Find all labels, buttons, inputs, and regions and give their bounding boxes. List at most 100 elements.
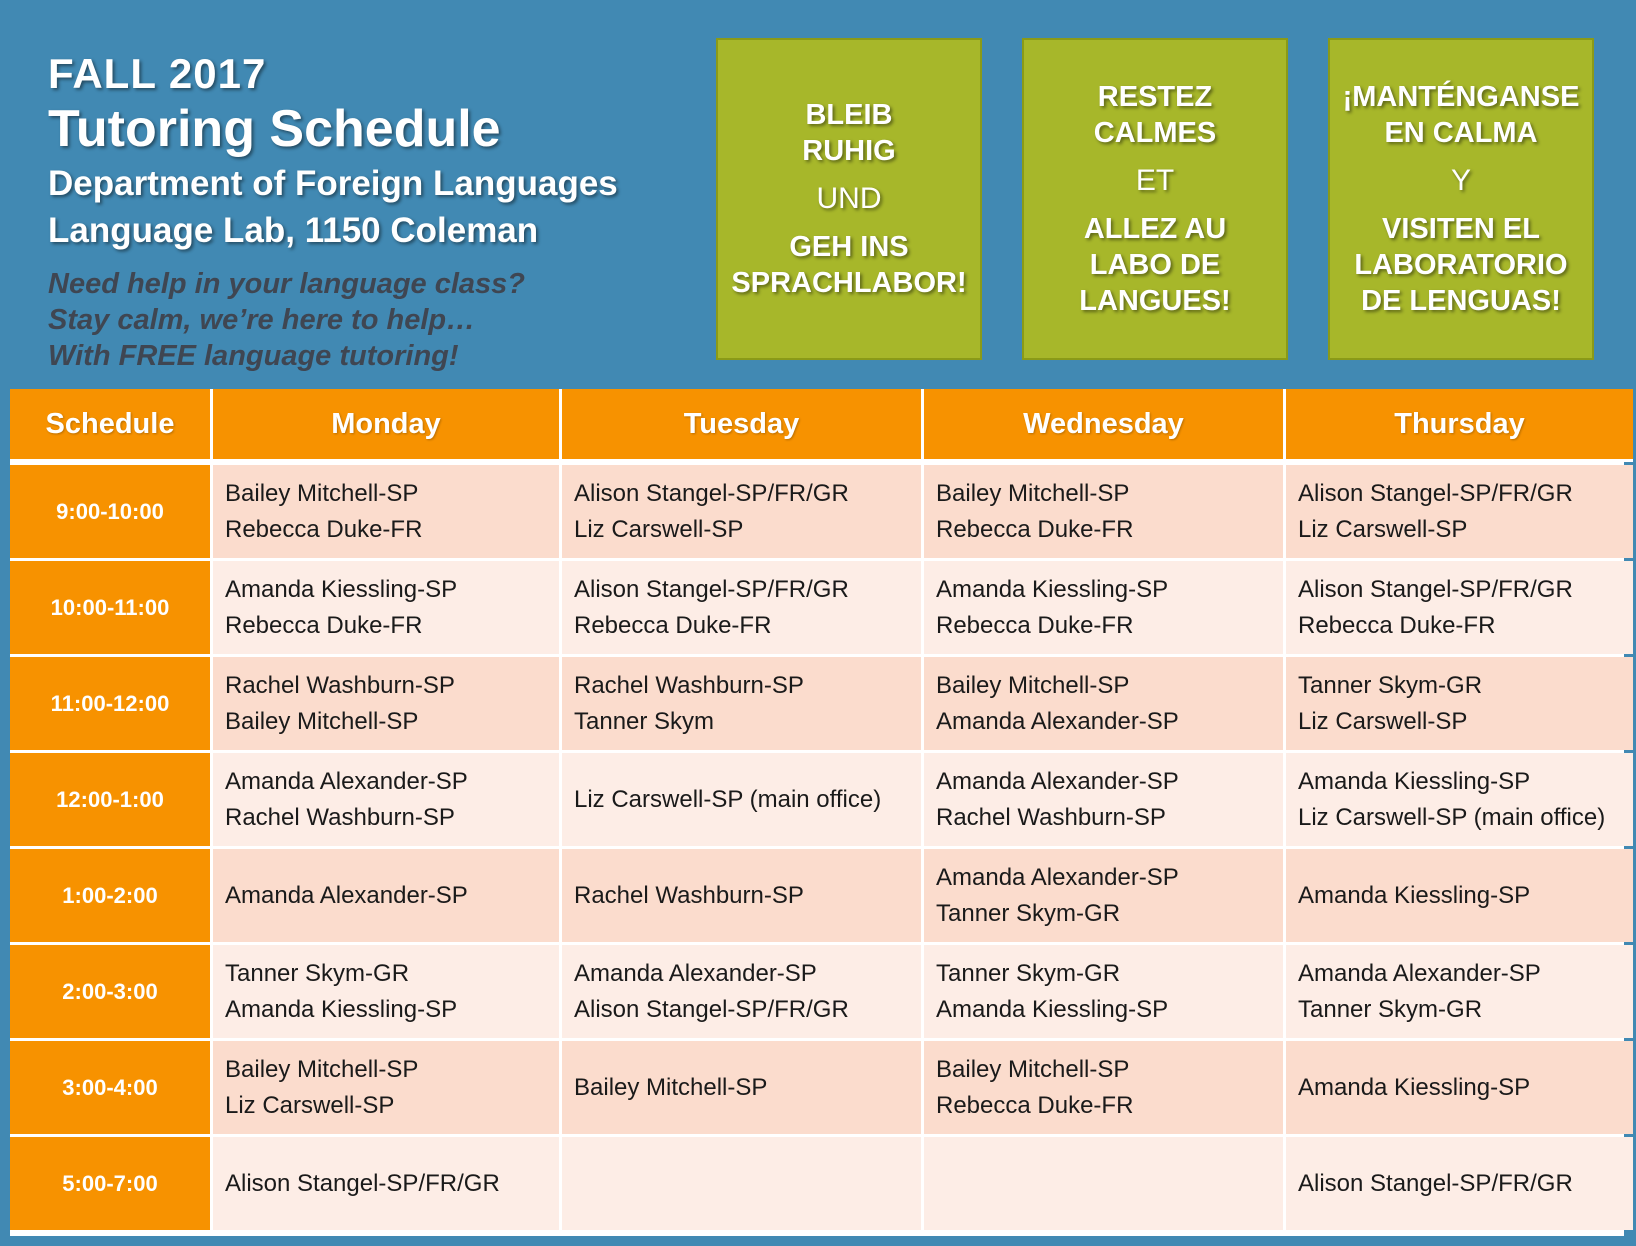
tutor-name: Tanner Skym-GR <box>936 899 1121 927</box>
schedule-cell: Tanner Skym-GR Liz Carswell-SP <box>1286 657 1633 750</box>
schedule-cell: Bailey Mitchell-SP Rebecca Duke-FR <box>924 1041 1283 1134</box>
schedule-cell: Bailey Mitchell-SP Rebecca Duke-FR <box>924 465 1283 558</box>
tutor-name: Liz Carswell-SP <box>574 515 744 543</box>
tutor-name: Liz Carswell-SP (main office) <box>574 785 882 813</box>
schedule-cell: Alison Stangel-SP/FR/GR Liz Carswell-SP <box>562 465 921 558</box>
slogan-connector: Y <box>1450 164 1471 197</box>
schedule-cell: Amanda Alexander-SP Rachel Washburn-SP <box>924 753 1283 846</box>
time-slot-label: 1:00-2:00 <box>10 849 210 942</box>
schedule-cell: Amanda Alexander-SP Tanner Skym-GR <box>1286 945 1633 1038</box>
tutor-name: Bailey Mitchell-SP <box>936 1055 1130 1083</box>
time-slot-label: 12:00-1:00 <box>10 753 210 846</box>
schedule-cell: Alison Stangel-SP/FR/GR <box>1286 1137 1633 1230</box>
schedule-cell: Liz Carswell-SP (main office) <box>562 753 921 846</box>
spanish-slogan-box: ¡MANTÉNGANSE EN CALMA Y VISITEN EL LABOR… <box>1328 38 1594 360</box>
time-slot-label: 3:00-4:00 <box>10 1041 210 1134</box>
tutor-name: Tanner Skym-GR <box>1298 671 1483 699</box>
tutor-name: Alison Stangel-SP/FR/GR <box>1298 1169 1573 1197</box>
schedule-cell: Amanda Alexander-SP <box>213 849 559 942</box>
schedule-cell: Bailey Mitchell-SP Rebecca Duke-FR <box>213 465 559 558</box>
tutor-name: Liz Carswell-SP <box>1298 515 1468 543</box>
slogan-connector: UND <box>816 182 882 215</box>
schedule-cell: Amanda Kiessling-SP Rebecca Duke-FR <box>213 561 559 654</box>
location-label: Language Lab, 1150 Coleman <box>48 211 539 250</box>
column-header-monday: Monday <box>213 389 559 462</box>
tutor-name: Liz Carswell-SP <box>1298 707 1468 735</box>
tutor-name: Alison Stangel-SP/FR/GR <box>1298 479 1573 507</box>
schedule-cell: Amanda Kiessling-SP <box>1286 849 1633 942</box>
tagline-line: Stay calm, we’re here to help… <box>48 304 476 336</box>
column-header-wednesday: Wednesday <box>924 389 1283 462</box>
schedule-cell <box>562 1137 921 1230</box>
tutor-name: Amanda Kiessling-SP <box>225 995 458 1023</box>
tutor-name: Rebecca Duke-FR <box>1298 611 1496 639</box>
tutor-name: Rachel Washburn-SP <box>225 671 455 699</box>
slogan-connector: ET <box>1135 164 1175 197</box>
schedule-cell: Bailey Mitchell-SP Amanda Alexander-SP <box>924 657 1283 750</box>
time-slot-label: 5:00-7:00 <box>10 1137 210 1230</box>
tutor-name: Amanda Kiessling-SP <box>936 995 1169 1023</box>
tutor-name: Bailey Mitchell-SP <box>936 671 1130 699</box>
tutor-name: Liz Carswell-SP <box>225 1091 395 1119</box>
tutor-name: Alison Stangel-SP/FR/GR <box>225 1169 500 1197</box>
tutor-name: Rachel Washburn-SP <box>574 671 804 699</box>
tutor-name: Bailey Mitchell-SP <box>225 479 419 507</box>
tagline-line: With FREE language tutoring! <box>48 340 459 372</box>
tutor-name: Amanda Alexander-SP <box>225 881 468 909</box>
table-row: 10:00-11:00 Amanda Kiessling-SP Rebecca Du… <box>10 561 1633 654</box>
schedule-cell: Amanda Alexander-SP Alison Stangel-SP/FR/… <box>562 945 921 1038</box>
tutor-name: Amanda Kiessling-SP <box>1298 767 1531 795</box>
season-label: FALL 2017 <box>48 50 267 97</box>
tutor-name: Amanda Alexander-SP <box>574 959 817 987</box>
schedule-cell: Amanda Alexander-SP Rachel Washburn-SP <box>213 753 559 846</box>
tagline-line: Need help in your language class? <box>48 268 526 300</box>
time-slot-label: 10:00-11:00 <box>10 561 210 654</box>
tutor-name: Rachel Washburn-SP <box>936 803 1166 831</box>
tutor-name: Rebecca Duke-FR <box>936 515 1134 543</box>
tutor-name: Amanda Alexander-SP <box>936 767 1179 795</box>
schedule-table-container: Schedule Monday Tuesday Wednesday Thursd… <box>10 389 1633 1236</box>
table-row: 1:00-2:00 Amanda Alexander-SP Rachel Washb… <box>10 849 1633 942</box>
schedule-cell: Alison Stangel-SP/FR/GR Liz Carswell-SP <box>1286 465 1633 558</box>
tutor-name: Alison Stangel-SP/FR/GR <box>1298 575 1573 603</box>
tutor-name: Rebecca Duke-FR <box>225 611 423 639</box>
table-row: 5:00-7:00 Alison Stangel-SP/FR/GR Alison S… <box>10 1137 1633 1230</box>
tutor-name: Amanda Kiessling-SP <box>936 575 1169 603</box>
tutor-name: Bailey Mitchell-SP <box>574 1073 768 1101</box>
slogan-bottom: ALLEZ AU LABO DE LANGUES! <box>1079 213 1231 317</box>
schedule-cell: Bailey Mitchell-SP <box>562 1041 921 1134</box>
tutor-name: Tanner Skym-GR <box>936 959 1121 987</box>
tutor-name: Alison Stangel-SP/FR/GR <box>574 575 849 603</box>
tutor-name: Rebecca Duke-FR <box>225 515 423 543</box>
table-header-row: Schedule Monday Tuesday Wednesday Thursd… <box>10 389 1633 462</box>
slogan-top: RESTEZ CALMES <box>1093 81 1217 149</box>
tutor-name: Alison Stangel-SP/FR/GR <box>574 479 849 507</box>
schedule-cell: Alison Stangel-SP/FR/GR Rebecca Duke-FR <box>1286 561 1633 654</box>
tutor-name: Liz Carswell-SP (main office) <box>1298 803 1606 831</box>
schedule-cell: Amanda Kiessling-SP Rebecca Duke-FR <box>924 561 1283 654</box>
schedule-cell: Rachel Washburn-SP Tanner Skym <box>562 657 921 750</box>
tutor-name: Amanda Kiessling-SP <box>1298 881 1531 909</box>
table-row: 9:00-10:00 Bailey Mitchell-SP Rebecca Duke… <box>10 465 1633 558</box>
tutor-name: Alison Stangel-SP/FR/GR <box>574 995 849 1023</box>
column-header-thursday: Thursday <box>1286 389 1633 462</box>
time-slot-label: 2:00-3:00 <box>10 945 210 1038</box>
department-name: Department of Foreign Languages <box>48 164 618 203</box>
tutor-name: Tanner Skym-GR <box>1298 995 1483 1023</box>
schedule-cell <box>924 1137 1283 1230</box>
table-row: 12:00-1:00 Amanda Alexander-SP Rachel Wash… <box>10 753 1633 846</box>
tutor-name: Tanner Skym <box>574 707 715 735</box>
schedule-cell: Amanda Kiessling-SP Liz Carswell-SP (main… <box>1286 753 1633 846</box>
tutor-name: Amanda Alexander-SP <box>1298 959 1541 987</box>
schedule-cell: Amanda Kiessling-SP <box>1286 1041 1633 1134</box>
schedule-cell: Alison Stangel-SP/FR/GR <box>213 1137 559 1230</box>
slogan-top: BLEIB RUHIG <box>802 99 896 167</box>
column-header-schedule: Schedule <box>10 389 210 462</box>
tutor-name: Amanda Alexander-SP <box>225 767 468 795</box>
tutor-name: Tanner Skym-GR <box>225 959 410 987</box>
schedule-cell: Tanner Skym-GR Amanda Kiessling-SP <box>924 945 1283 1038</box>
slogan-bottom: VISITEN EL LABORATORIO DE LENGUAS! <box>1354 213 1568 317</box>
tagline: Need help in your language class? Stay c… <box>48 266 728 374</box>
german-slogan-box: BLEIB RUHIG UND GEH INS SPRACHLABOR! <box>716 38 982 360</box>
tutor-name: Bailey Mitchell-SP <box>225 707 419 735</box>
